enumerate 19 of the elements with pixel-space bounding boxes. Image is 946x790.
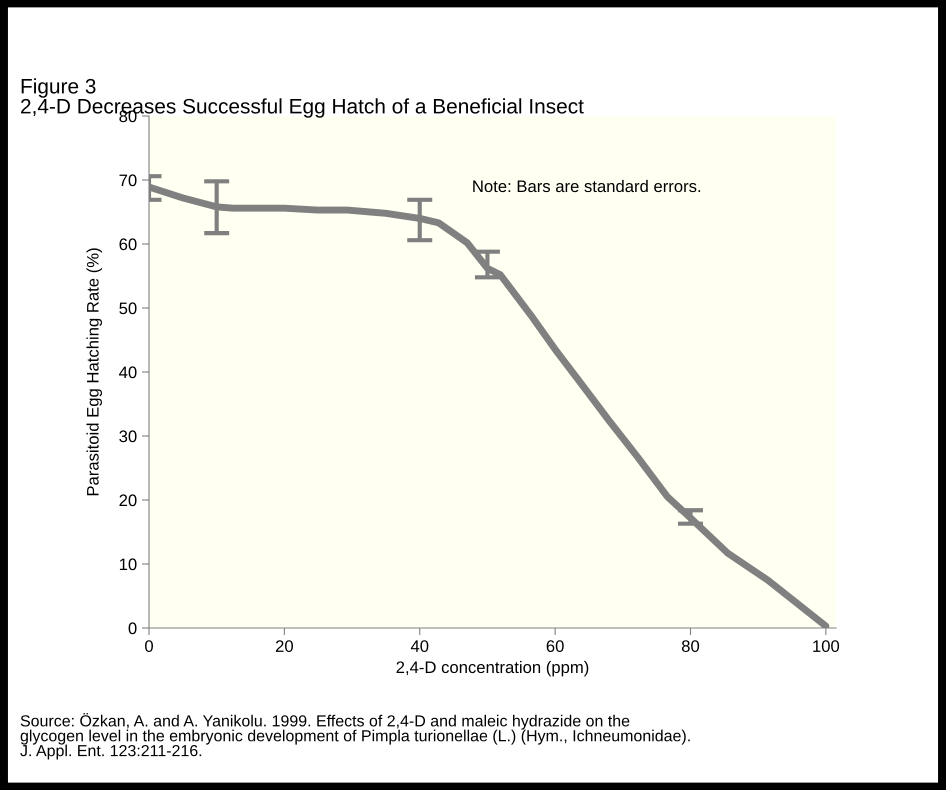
y-tick-label: 0	[128, 622, 137, 634]
annotation: Note: Bars are standard errors.	[473, 180, 700, 192]
x-tick-label: 0	[145, 640, 153, 652]
x-tick-label: 100	[813, 640, 840, 652]
x-tick-label: 20	[276, 640, 293, 652]
y-tick-label: 60	[120, 238, 137, 250]
y-tick-label: 50	[119, 302, 137, 314]
x-axis-title: 2,4-D concentration (ppm)	[396, 660, 588, 676]
x-tick-label: 80	[682, 640, 700, 652]
y-tick-label: 40	[119, 366, 137, 378]
chart-title: Figure 3	[22, 78, 96, 98]
y-tick-label: 70	[120, 174, 137, 186]
y-tick-label: 30	[119, 430, 137, 442]
x-tick-label: 60	[546, 640, 564, 652]
y-tick-label: 10	[120, 558, 137, 570]
source-note: Source: Özkan, A. and A. Yanikolu. 1999. Effects of 2,4-D and maleic hydrazide on the glycogen level in the embryonic development of Pimpla turionellae (L.) (Hym., Ichneumonidae). J. Appl. Ent. 123:211-216.	[20, 713, 690, 760]
y-tick-label: 20	[119, 494, 137, 506]
x-tick-label: 40	[410, 640, 428, 652]
y-axis-title: Parasitoid Egg Hatching Rate (%)	[86, 248, 102, 496]
